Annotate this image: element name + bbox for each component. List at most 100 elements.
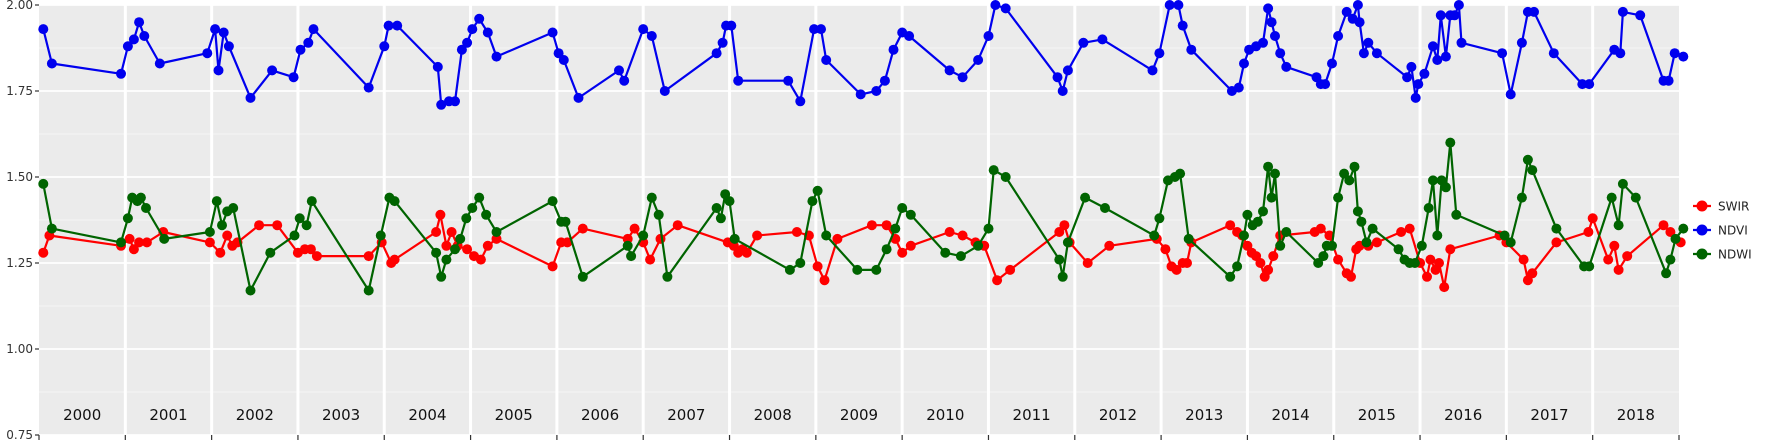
data-point xyxy=(272,220,283,231)
data-point xyxy=(1678,223,1689,234)
data-point xyxy=(1577,79,1588,90)
data-point xyxy=(1100,203,1110,213)
series-swir xyxy=(38,209,1686,293)
data-point xyxy=(784,264,795,275)
data-point xyxy=(474,192,485,203)
data-point xyxy=(383,20,394,31)
year-label: 2010 xyxy=(926,406,964,424)
data-point xyxy=(1333,254,1344,265)
data-point xyxy=(450,244,460,255)
data-point xyxy=(1149,230,1160,241)
data-point xyxy=(1416,240,1427,251)
data-point xyxy=(881,244,892,255)
data-point xyxy=(1371,237,1382,248)
data-point xyxy=(577,271,588,282)
data-point xyxy=(481,209,492,220)
data-point xyxy=(973,55,984,65)
data-point xyxy=(1440,182,1451,193)
data-point xyxy=(1344,175,1355,186)
data-point xyxy=(1432,55,1443,65)
data-point xyxy=(1341,6,1352,17)
data-point xyxy=(1160,244,1171,255)
data-point xyxy=(726,20,737,31)
data-point xyxy=(1327,58,1337,69)
data-point xyxy=(1609,240,1620,251)
data-point xyxy=(711,203,722,213)
data-point xyxy=(1059,220,1070,231)
data-point xyxy=(124,233,135,244)
y-axis: 0.75 1.00 1.25 1.50 1.75 2.00 xyxy=(6,0,39,442)
data-point xyxy=(1434,258,1444,268)
data-point xyxy=(308,24,319,35)
data-point xyxy=(622,233,633,244)
data-point xyxy=(832,233,843,244)
data-point xyxy=(1440,51,1451,62)
data-point xyxy=(905,240,916,251)
data-point xyxy=(301,220,312,231)
data-point xyxy=(1104,240,1115,251)
data-point xyxy=(1154,213,1165,224)
data-point xyxy=(267,65,278,76)
data-point xyxy=(646,31,657,41)
data-point xyxy=(1419,68,1430,79)
year-label: 2003 xyxy=(322,406,360,424)
y-tick-label: 0.75 xyxy=(6,428,33,442)
year-label: 2011 xyxy=(1013,406,1051,424)
data-point xyxy=(1669,48,1680,59)
data-point xyxy=(1516,37,1527,48)
data-point xyxy=(1062,237,1073,248)
data-point xyxy=(217,220,227,231)
data-point xyxy=(897,203,908,213)
legend: SWIR NDVI NDWI xyxy=(1693,200,1752,262)
data-point xyxy=(467,203,478,213)
data-point xyxy=(560,216,571,227)
year-label: 2015 xyxy=(1358,406,1396,424)
data-point xyxy=(791,227,802,237)
data-point xyxy=(1054,227,1065,237)
data-point xyxy=(1635,10,1646,21)
data-point xyxy=(204,227,215,237)
data-point xyxy=(1320,79,1331,90)
data-point xyxy=(1352,0,1363,10)
data-point xyxy=(795,258,806,268)
data-point xyxy=(1499,230,1510,241)
data-point xyxy=(1173,0,1184,10)
data-point xyxy=(547,27,558,38)
data-point xyxy=(715,213,726,224)
data-point xyxy=(1164,0,1175,10)
data-point xyxy=(1327,240,1337,251)
data-point xyxy=(1177,20,1188,31)
data-point xyxy=(1000,3,1011,14)
data-point xyxy=(1428,175,1438,186)
data-point xyxy=(626,251,637,262)
data-point xyxy=(812,185,823,196)
data-point xyxy=(245,285,256,296)
year-label: 2012 xyxy=(1099,406,1137,424)
data-point xyxy=(1406,61,1417,72)
data-point xyxy=(1349,161,1360,172)
data-point xyxy=(491,51,502,62)
data-point xyxy=(294,213,305,224)
data-point xyxy=(1663,75,1674,86)
data-point xyxy=(992,275,1003,286)
data-point xyxy=(1057,86,1068,96)
data-point xyxy=(1425,254,1436,265)
data-point xyxy=(547,261,558,272)
data-point xyxy=(1527,165,1538,176)
data-point xyxy=(1052,72,1063,83)
data-point xyxy=(1551,223,1562,234)
data-point xyxy=(46,223,57,234)
data-point xyxy=(1239,58,1249,69)
year-label: 2007 xyxy=(667,406,705,424)
data-point xyxy=(940,247,951,258)
data-point xyxy=(988,165,999,176)
data-point xyxy=(139,31,150,41)
data-point xyxy=(122,41,133,52)
data-point xyxy=(159,233,170,244)
year-label: 2014 xyxy=(1271,406,1309,424)
data-point xyxy=(807,196,818,207)
data-point xyxy=(134,237,145,248)
data-point xyxy=(905,209,916,220)
legend-key-point xyxy=(1696,200,1708,212)
